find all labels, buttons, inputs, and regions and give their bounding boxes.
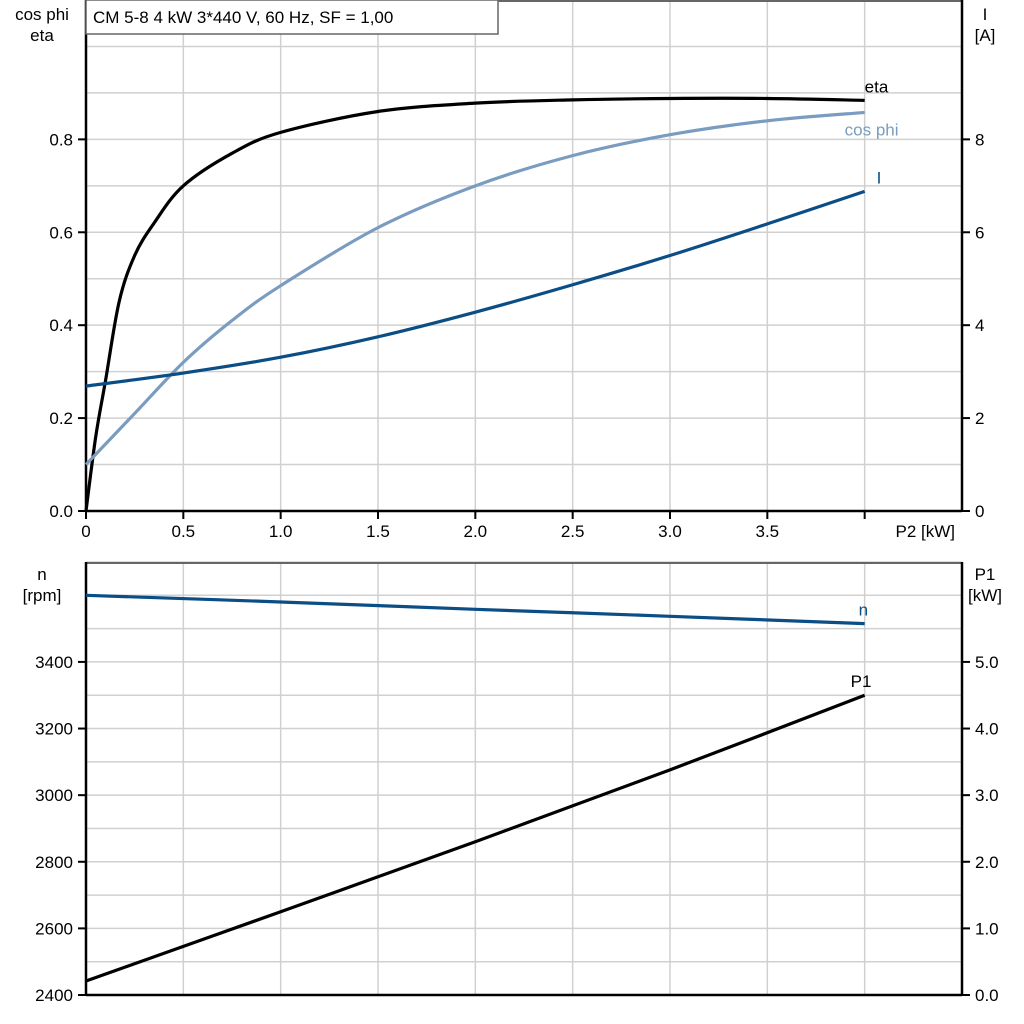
y-left-tick-label: 2600 (35, 919, 73, 938)
series-label-P1: P1 (851, 672, 872, 691)
x-tick-label: 2.5 (561, 522, 585, 541)
series-line-cos-phi (84, 110, 865, 466)
y-right-tick-label: 0.0 (975, 986, 999, 1005)
y-right-tick-label: 2.0 (975, 853, 999, 872)
y-right-tick-label: 1.0 (975, 919, 999, 938)
y-right-tick-label: 8 (975, 130, 984, 149)
y-left-tick-label: 0.6 (49, 223, 73, 242)
y-left-axis-label: eta (30, 26, 54, 45)
y-left-tick-label: 0.2 (49, 409, 73, 428)
y-right-tick-label: 5.0 (975, 653, 999, 672)
y-left-axis-label: [rpm] (23, 586, 62, 605)
series-line-n (85, 593, 865, 626)
series-label-n: n (859, 601, 868, 620)
y-right-axis-label: [A] (975, 26, 996, 45)
series-label-I: I (877, 168, 882, 187)
series-line-P1 (85, 693, 866, 983)
y-left-tick-label: 3400 (35, 653, 73, 672)
y-left-tick-label: 2800 (35, 853, 73, 872)
x-tick-label: 1.5 (366, 522, 390, 541)
y-right-tick-label: 2 (975, 409, 984, 428)
y-right-axis-label: I (983, 5, 988, 24)
x-tick-label: 1.0 (269, 522, 293, 541)
y-left-axis-label: n (37, 565, 46, 584)
series-line-I (85, 189, 866, 388)
x-axis-label: P2 [kW] (895, 522, 955, 541)
y-left-tick-label: 0.4 (49, 316, 73, 335)
y-left-tick-label: 3200 (35, 720, 73, 739)
x-tick-label: 0 (81, 522, 90, 541)
y-right-tick-label: 4.0 (975, 720, 999, 739)
y-right-tick-label: 4 (975, 316, 984, 335)
y-left-axis-label: cos phi (15, 5, 69, 24)
chart-title: CM 5-8 4 kW 3*440 V, 60 Hz, SF = 1,00 (93, 8, 393, 27)
y-left-tick-label: 0.8 (49, 130, 73, 149)
x-tick-label: 3.0 (658, 522, 682, 541)
x-tick-label: 0.5 (172, 522, 196, 541)
y-left-tick-label: 0.0 (49, 502, 73, 521)
y-right-tick-label: 6 (975, 223, 984, 242)
y-right-tick-label: 3.0 (975, 786, 999, 805)
series-label-cos-phi: cos phi (845, 120, 899, 139)
y-right-axis-label: [kW] (968, 586, 1002, 605)
series-label-eta: eta (865, 77, 889, 96)
y-left-tick-label: 3000 (35, 786, 73, 805)
chart-title-box (85, 0, 499, 35)
y-left-tick-label: 2400 (35, 986, 73, 1005)
x-tick-label: 2.0 (464, 522, 488, 541)
series-line-eta (84, 96, 865, 512)
x-tick-label: 3.5 (756, 522, 780, 541)
y-right-axis-label: P1 (975, 565, 996, 584)
y-right-tick-label: 0 (975, 502, 984, 521)
